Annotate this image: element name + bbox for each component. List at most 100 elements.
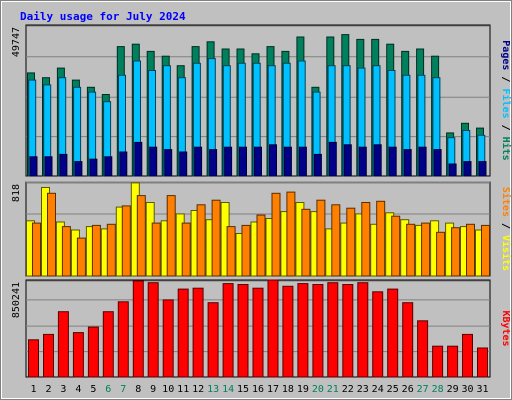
x-tick-label-day-15: 15 — [237, 384, 249, 395]
bar-sites-day-7 — [121, 205, 131, 277]
right-axis-labels: Pages / Files / Hits — [500, 40, 512, 160]
y-tick-label: 850241 — [11, 282, 22, 318]
x-tick-label-day-25: 25 — [387, 384, 399, 395]
label-separator: / — [500, 217, 511, 235]
bar-sites-day-16 — [256, 214, 266, 277]
bar-sites-day-15 — [241, 224, 251, 277]
bar-pages-day-9 — [149, 146, 158, 177]
right-axis-labels: Sites / Visits — [500, 187, 512, 271]
bar-pages-day-4 — [74, 161, 83, 177]
panel-hits-files-pages: 49747 Pages / Files / Hits — [11, 24, 512, 177]
bar-kbytes-day-19 — [297, 283, 309, 378]
bar-sites-day-26 — [406, 223, 416, 277]
bar-sites-day-3 — [61, 226, 71, 277]
bar-pages-day-12 — [194, 146, 203, 177]
bar-kbytes-day-31 — [477, 347, 488, 378]
x-tick-label-day-21: 21 — [327, 384, 339, 395]
panels-layer: 49747 Pages / Files / Hits 818 Sites / Visi… — [11, 24, 512, 378]
y-tick-label: 818 — [11, 184, 22, 202]
bar-kbytes-day-17 — [267, 279, 279, 378]
x-tick-label-day-28: 28 — [432, 384, 444, 395]
bar-kbytes-day-15 — [237, 284, 249, 378]
bar-sites-day-28 — [436, 231, 446, 277]
x-tick-label-day-6: 6 — [105, 384, 111, 395]
bar-pages-day-18 — [283, 146, 292, 177]
x-tick-label-day-20: 20 — [312, 384, 324, 395]
bar-pages-day-2 — [44, 156, 53, 177]
bar-sites-day-19 — [301, 208, 311, 277]
bar-sites-day-21 — [331, 204, 341, 277]
bar-kbytes-day-24 — [372, 291, 384, 378]
bar-pages-day-26 — [403, 149, 412, 177]
right-label-hits: Hits — [500, 137, 512, 161]
bar-kbytes-day-30 — [462, 333, 473, 378]
right-label-kbytes: KBytes — [500, 310, 511, 346]
bar-pages-day-16 — [254, 146, 262, 177]
bar-pages-day-28 — [433, 149, 442, 177]
x-tick-label-day-26: 26 — [402, 384, 414, 395]
panel-visits-sites: 818 Sites / Visits — [11, 181, 512, 277]
bar-kbytes-day-2 — [43, 333, 54, 378]
bar-pages-day-30 — [463, 161, 472, 177]
x-tick-label-day-8: 8 — [135, 384, 141, 395]
bar-sites-day-13 — [211, 199, 221, 277]
bar-pages-day-3 — [59, 153, 68, 177]
bar-sites-day-23 — [361, 202, 371, 277]
bar-pages-day-22 — [343, 144, 352, 177]
x-tick-label-day-22: 22 — [342, 384, 354, 395]
bar-sites-day-11 — [181, 222, 191, 277]
bar-pages-day-29 — [448, 163, 457, 177]
bar-sites-day-12 — [196, 204, 206, 277]
bar-sites-day-10 — [166, 195, 176, 277]
bar-sites-day-6 — [106, 223, 116, 277]
x-tick-label-day-19: 19 — [297, 384, 309, 395]
x-tick-label-day-5: 5 — [90, 384, 96, 395]
label-separator: / — [500, 70, 511, 88]
x-tick-label-day-16: 16 — [252, 384, 264, 395]
bar-pages-day-5 — [89, 158, 98, 177]
bar-sites-day-29 — [451, 227, 461, 277]
bar-kbytes-day-23 — [357, 282, 369, 378]
chart-title: Daily usage for July 2024 — [20, 10, 186, 23]
bar-pages-day-19 — [298, 146, 307, 177]
panel-kbytes: 850241 KBytes — [11, 279, 511, 378]
bar-kbytes-day-5 — [87, 326, 99, 378]
x-tick-label-day-31: 31 — [476, 384, 488, 395]
bar-kbytes-day-16 — [252, 287, 264, 378]
bar-pages-day-23 — [358, 146, 367, 177]
x-tick-label-day-17: 17 — [267, 384, 279, 395]
bar-sites-day-1 — [32, 222, 41, 277]
bar-kbytes-day-4 — [72, 332, 84, 378]
bar-kbytes-day-21 — [327, 282, 339, 378]
label-separator: / — [500, 119, 511, 137]
right-label-sites: Sites — [500, 187, 512, 217]
bar-sites-day-22 — [346, 207, 356, 277]
bar-pages-day-7 — [119, 151, 128, 177]
bar-sites-day-14 — [226, 226, 236, 277]
x-tick-label-day-2: 2 — [45, 384, 51, 395]
bar-kbytes-day-8 — [132, 280, 144, 378]
bar-pages-day-10 — [164, 149, 173, 177]
bar-pages-day-14 — [224, 146, 233, 177]
x-tick-label-day-3: 3 — [60, 384, 66, 395]
bar-sites-day-27 — [421, 222, 431, 277]
x-axis: 1 2 3 4 5 6 7 8 9 10 11 12 13 14 15 16 17 18 19 20 21 22 23 24 2… — [30, 384, 488, 395]
bar-pages-day-21 — [328, 141, 337, 177]
bar-pages-day-25 — [388, 146, 397, 177]
bar-pages-day-15 — [239, 146, 247, 177]
bar-kbytes-day-10 — [162, 299, 174, 378]
x-tick-label-day-1: 1 — [30, 384, 36, 395]
bar-kbytes-day-28 — [432, 345, 444, 378]
bar-kbytes-day-20 — [312, 284, 324, 378]
x-tick-label-day-12: 12 — [192, 384, 204, 395]
bar-pages-day-13 — [209, 149, 218, 177]
x-tick-label-day-18: 18 — [282, 384, 294, 395]
bar-kbytes-day-3 — [57, 311, 69, 378]
right-label-visits: Visits — [500, 235, 512, 271]
x-tick-label-day-30: 30 — [461, 384, 473, 395]
bar-sites-day-20 — [316, 199, 326, 277]
bar-kbytes-day-12 — [192, 287, 204, 378]
